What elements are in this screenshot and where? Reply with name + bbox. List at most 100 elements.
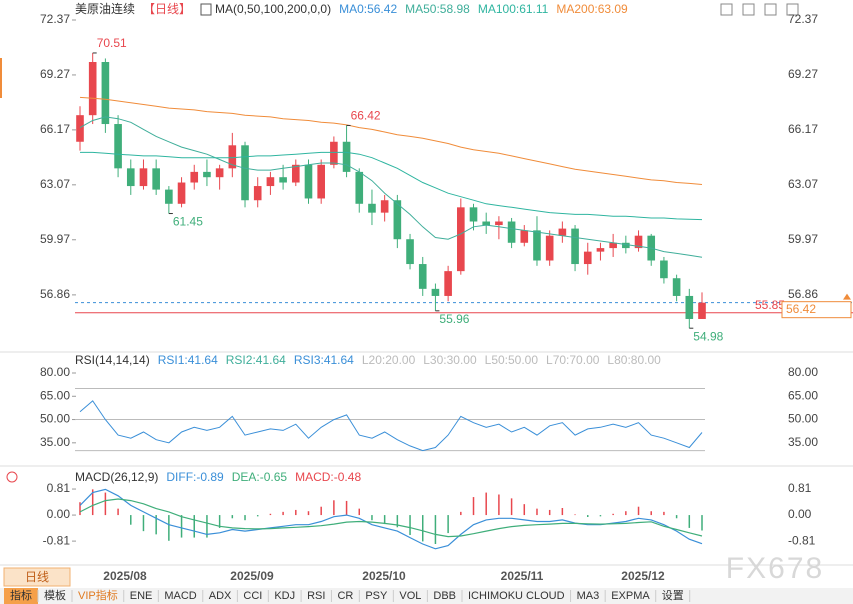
level-label: L70:70.00 (546, 353, 600, 367)
toolbar-tab[interactable]: MA3 (577, 590, 600, 602)
line (79, 116, 703, 258)
chart-title: RSI(14,14,14) (75, 353, 150, 367)
legend-entry: MA200:63.09 (556, 2, 628, 16)
legend-entry: DIFF:-0.89 (166, 470, 224, 484)
y-tick-label: 72.37 (40, 12, 70, 26)
legend-entry: RSI1:41.64 (158, 353, 218, 367)
candle-body (609, 242, 617, 249)
legend-entry: MA100:61.11 (478, 2, 549, 16)
legend-entry: DEA:-0.65 (232, 470, 288, 484)
line (79, 498, 703, 538)
y-tick-label-right: 69.27 (788, 67, 818, 81)
candle-body (660, 260, 668, 279)
level-label: L20:20.00 (362, 353, 416, 367)
toolbar-tab[interactable]: EXPMA (611, 590, 650, 602)
candle-body (139, 168, 148, 187)
level-label: L30:30.00 (423, 353, 477, 367)
x-tick-label: 2025/09 (230, 569, 274, 583)
icon[interactable] (786, 3, 799, 16)
active-tab (4, 588, 38, 604)
toolbar-tab[interactable]: RSI (307, 590, 325, 602)
candle-body (177, 182, 186, 204)
toolbar-tab[interactable]: DBB (433, 590, 456, 602)
watermark: FX678 (726, 552, 824, 585)
price-line-label: 55.85 (755, 298, 785, 312)
line (79, 96, 703, 185)
legend-entry: MACD:-0.48 (295, 470, 361, 484)
candle-body (596, 248, 605, 252)
window-icons[interactable] (720, 3, 799, 16)
extreme-label: 66.42 (351, 109, 381, 123)
y-tick-label-right: 0.81 (788, 481, 812, 495)
y-tick-label-right: 35.00 (788, 435, 818, 449)
candle-body (393, 200, 402, 240)
toolbar-tab[interactable]: ENE (130, 590, 153, 602)
icon[interactable] (720, 3, 733, 16)
candle-body (165, 189, 173, 204)
candle-body (431, 288, 440, 296)
candle-body (672, 278, 681, 296)
toolbar-tab[interactable]: CCI (243, 590, 262, 602)
x-tick-label: 2025/10 (362, 569, 406, 583)
candle-body (152, 168, 160, 190)
period-button[interactable] (3, 567, 71, 587)
y-tick-label-right: 56.86 (788, 287, 818, 301)
toolbar-tab[interactable]: CR (337, 590, 353, 602)
y-tick-label: 69.27 (40, 67, 70, 81)
y-tick-label: 0.00 (47, 507, 71, 521)
indicator-icon (200, 3, 212, 16)
period-label[interactable]: 日线 (25, 570, 49, 584)
candle-body (342, 141, 351, 172)
icon[interactable] (742, 3, 755, 16)
toolbar-tab[interactable]: 设置 (662, 589, 684, 602)
y-tick-label-right: 65.00 (788, 388, 818, 402)
candle-body (88, 62, 97, 116)
y-tick-label: 0.81 (47, 481, 71, 495)
last-price-label: 56.42 (786, 302, 816, 316)
line (80, 151, 703, 221)
candle-body (622, 242, 630, 249)
y-tick-label-right: 63.07 (788, 177, 818, 191)
y-tick-label-right: -0.81 (788, 533, 816, 547)
candle-body (507, 221, 516, 243)
toolbar-tab[interactable]: MACD (164, 590, 196, 602)
toolbar-tab[interactable]: KDJ (274, 590, 295, 602)
toolbar-bg (0, 588, 853, 604)
extreme-label: 54.98 (693, 329, 723, 343)
last-price-box (781, 301, 852, 319)
y-tick-label-right: 59.97 (788, 232, 818, 246)
toolbar-tab[interactable]: ICHIMOKU CLOUD (468, 590, 565, 602)
candle-body (469, 207, 478, 222)
indicator: MA(0,50,100,200,0,0) (215, 2, 331, 16)
candle-body (304, 164, 313, 199)
y-tick-label-right: 80.00 (788, 365, 818, 379)
x-tick-label: 2025/08 (103, 569, 147, 583)
y-tick-label: 66.17 (40, 122, 70, 136)
line (79, 400, 703, 452)
candle-body (482, 221, 491, 226)
candle-body (291, 164, 300, 183)
candle-body (698, 302, 706, 319)
icon[interactable] (764, 3, 777, 16)
candle-body (418, 264, 427, 289)
toolbar-tab[interactable]: 指标 (10, 588, 32, 602)
y-tick-label: 35.00 (40, 435, 70, 449)
candle-body (495, 221, 503, 226)
legend-entry: RSI2:41.64 (226, 353, 286, 367)
y-tick-label: 59.97 (40, 232, 70, 246)
y-tick-label: 63.07 (40, 177, 70, 191)
candle-body (558, 228, 567, 236)
candle-body (190, 171, 199, 183)
settings-icon[interactable] (6, 471, 18, 483)
toolbar-tab[interactable]: PSY (365, 590, 388, 602)
chart-title: 美原油连续 (75, 1, 135, 16)
toolbar-tab[interactable]: ADX (209, 590, 232, 602)
toolbar-tab[interactable]: VIP指标 (78, 588, 118, 602)
toolbar-tab[interactable]: 模板 (44, 588, 66, 602)
y-tick-label: -0.81 (43, 533, 71, 547)
toolbar-tab[interactable]: VOL (399, 590, 421, 602)
candle-body (114, 124, 122, 169)
legend-entry: MA50:58.98 (405, 2, 470, 16)
